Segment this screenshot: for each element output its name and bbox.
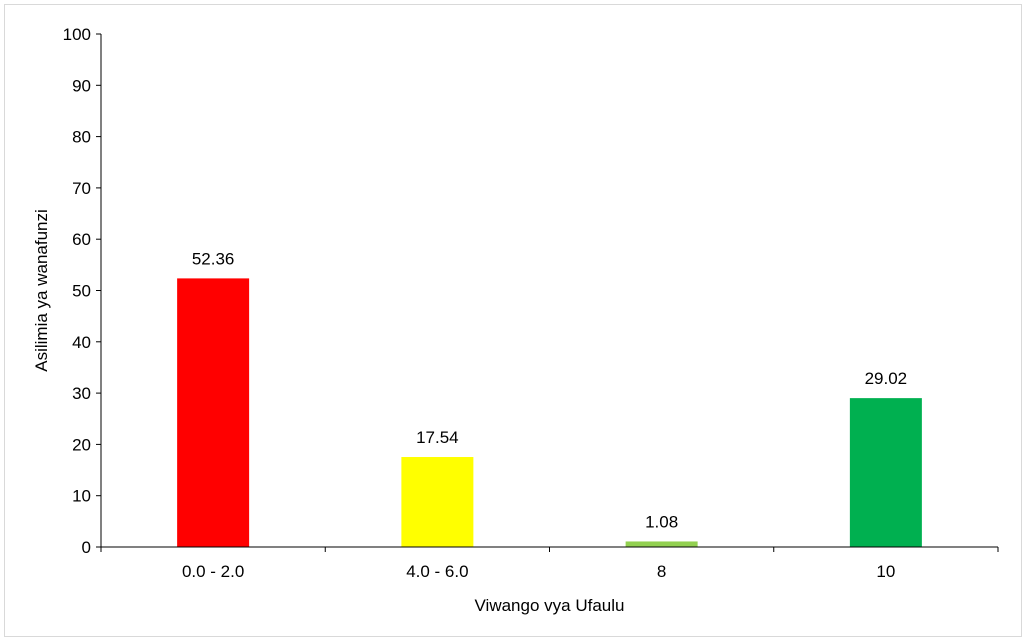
data-label: 52.36: [192, 249, 235, 268]
y-tick-label: 20: [72, 435, 91, 454]
y-tick-label: 70: [72, 179, 91, 198]
y-tick-label: 30: [72, 384, 91, 403]
bar-chart: 0 10 20 30 40 50 60 70 80 90 100 52.36 17.54 1.08 29.…: [32, 25, 999, 615]
y-tick-label: 60: [72, 230, 91, 249]
y-tick-label: 50: [72, 282, 91, 301]
y-tick-label: 40: [72, 333, 91, 352]
x-axis-title: Viwango vya Ufaulu: [475, 596, 625, 615]
x-tick-label: 8: [657, 562, 666, 581]
bar: [625, 541, 698, 547]
x-axis-ticks: 0.0 - 2.0 4.0 - 6.0 8 10: [100, 547, 999, 581]
y-axis-title: Asilimia ya wanafunzi: [32, 209, 51, 372]
x-tick-label: 10: [876, 562, 895, 581]
x-tick-label: 4.0 - 6.0: [406, 562, 468, 581]
y-tick-label: 10: [72, 487, 91, 506]
y-tick-label: 90: [72, 76, 91, 95]
chart-frame: 0 10 20 30 40 50 60 70 80 90 100 52.36 17.54 1.08 29.…: [4, 4, 1022, 637]
bar: [849, 398, 922, 547]
bar: [177, 278, 250, 547]
data-label: 29.02: [865, 369, 908, 388]
y-tick-label: 100: [63, 25, 91, 44]
bars: [177, 278, 922, 547]
y-tick-label: 80: [72, 128, 91, 147]
x-tick-label: 0.0 - 2.0: [182, 562, 244, 581]
bar: [401, 457, 474, 547]
y-axis-ticks: 0 10 20 30 40 50 60 70 80 90 100: [63, 25, 101, 557]
data-labels: 52.36 17.54 1.08 29.02: [192, 249, 907, 531]
data-label: 1.08: [645, 512, 678, 531]
data-label: 17.54: [416, 428, 459, 447]
y-tick-label: 0: [82, 538, 91, 557]
